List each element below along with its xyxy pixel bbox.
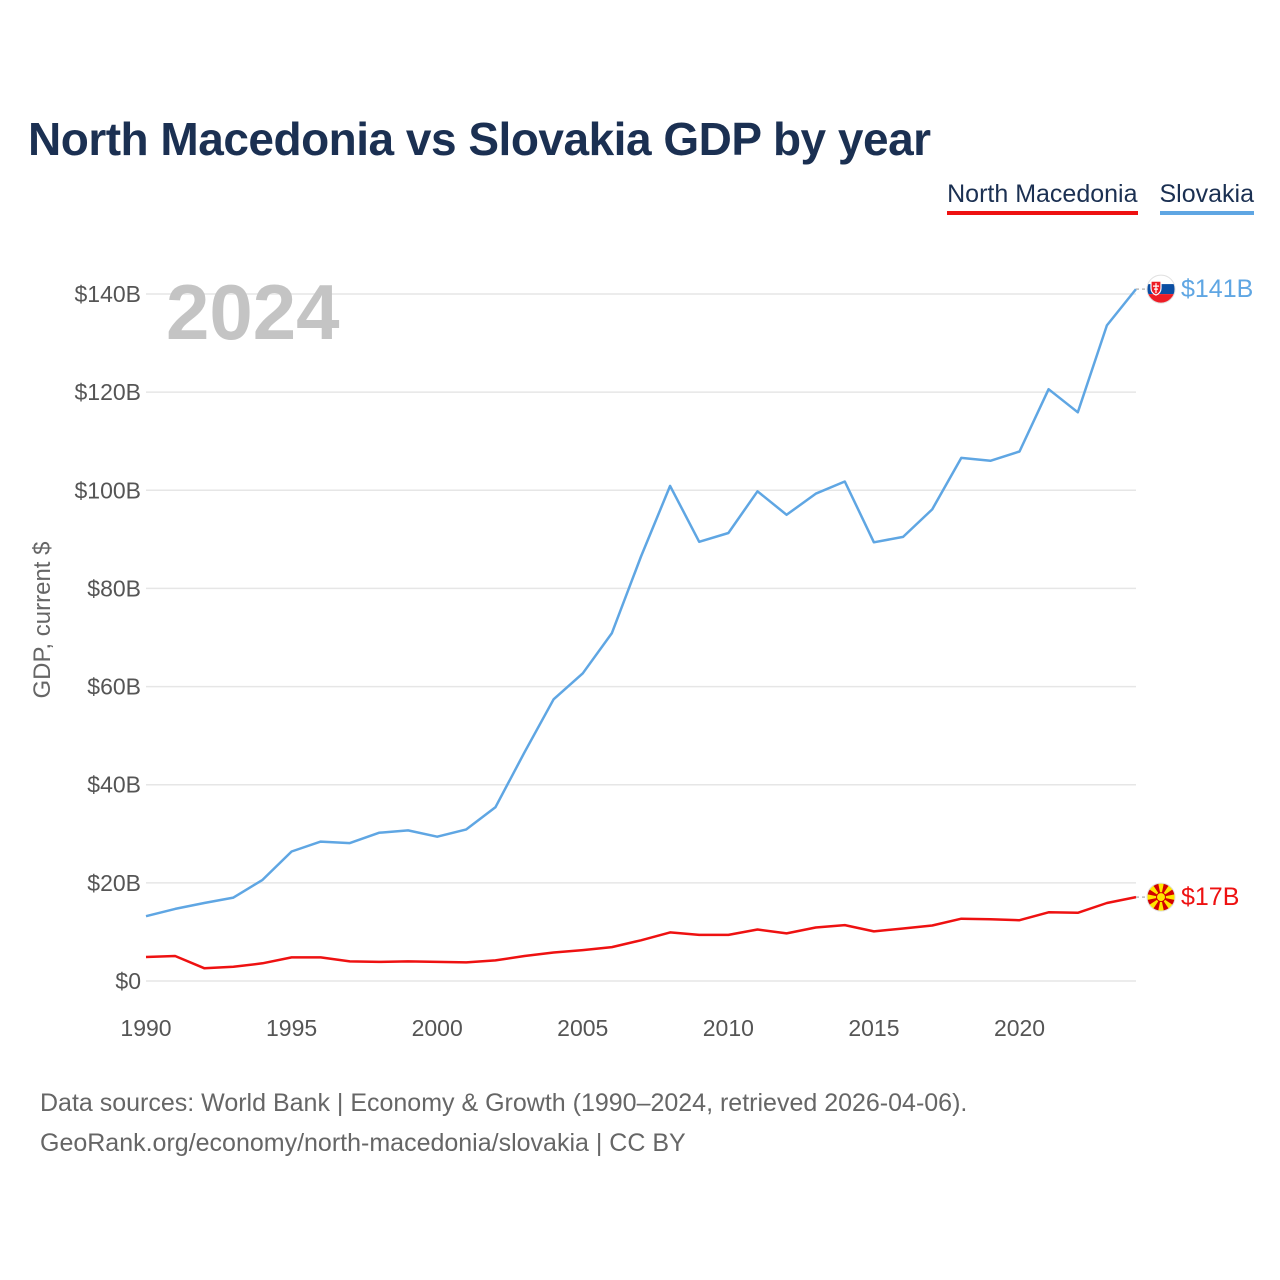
x-tick-label: 1995: [266, 1015, 317, 1041]
slovakia-flag-icon: [1146, 274, 1176, 304]
x-tick-label: 1990: [120, 1015, 171, 1041]
footer-link[interactable]: GeoRank.org/economy/north-macedonia/slov…: [40, 1129, 686, 1157]
y-tick-label: $60B: [87, 674, 141, 700]
x-tick-label: 2005: [557, 1015, 608, 1041]
x-axis-ticks: 1990 1995 2000 2005 2010 2015 2020: [120, 1015, 1045, 1041]
year-label: 2024: [166, 268, 340, 356]
end-value-label: $17B: [1181, 883, 1239, 911]
footer-source: Data sources: World Bank | Economy & Gro…: [40, 1089, 968, 1117]
y-tick-label: $20B: [87, 870, 141, 896]
series-lines: [145, 288, 1137, 970]
y-tick-label: $80B: [87, 575, 141, 601]
north-macedonia-flag-icon: [1146, 882, 1176, 912]
chart-title: North Macedonia vs Slovakia GDP by year: [28, 113, 931, 165]
y-axis-ticks: $0 $20B $40B $60B $80B $100B $120B $140B: [74, 281, 141, 994]
y-tick-label: $0: [115, 968, 141, 994]
y-tick-label: $120B: [74, 379, 141, 405]
end-value-label: $141B: [1181, 275, 1253, 303]
x-tick-label: 2015: [848, 1015, 899, 1041]
x-tick-label: 2010: [703, 1015, 754, 1041]
y-axis-label: GDP, current $: [29, 542, 56, 699]
legend-item-north-macedonia[interactable]: North Macedonia: [947, 180, 1138, 215]
legend-item-slovakia[interactable]: Slovakia: [1159, 180, 1254, 215]
series-line-slovakia: [145, 288, 1137, 918]
end-markers: $141B $17B: [1136, 274, 1253, 912]
footer: Data sources: World Bank | Economy & Gro…: [40, 1083, 967, 1163]
x-tick-label: 2020: [994, 1015, 1045, 1041]
series-line-north-macedonia: [145, 895, 1137, 970]
y-tick-label: $140B: [74, 281, 141, 307]
gridlines: [146, 293, 1136, 982]
y-tick-label: $100B: [74, 477, 141, 503]
legend: North Macedonia Slovakia: [947, 180, 1254, 215]
y-tick-label: $40B: [87, 772, 141, 798]
x-tick-label: 2000: [412, 1015, 463, 1041]
